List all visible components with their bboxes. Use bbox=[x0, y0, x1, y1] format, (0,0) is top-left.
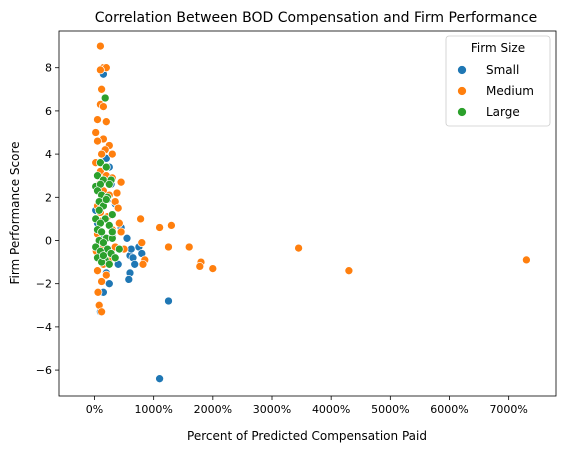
data-point-large bbox=[94, 205, 104, 215]
y-tick-label: 6 bbox=[45, 105, 52, 118]
data-point-medium bbox=[344, 266, 354, 276]
data-point-small bbox=[124, 275, 134, 284]
y-axis: −6 −4 −2 0 2 4 6 8 bbox=[36, 62, 59, 377]
data-point-large bbox=[97, 227, 106, 237]
data-point-medium bbox=[195, 262, 205, 271]
data-point-small bbox=[130, 259, 140, 269]
x-tick-label: 7000% bbox=[489, 403, 527, 416]
legend-title: Firm Size bbox=[471, 41, 525, 55]
data-point-medium bbox=[112, 188, 122, 198]
data-point-medium bbox=[91, 128, 101, 137]
data-point-medium bbox=[164, 242, 173, 252]
data-point-medium bbox=[93, 287, 103, 297]
data-point-large bbox=[110, 253, 120, 263]
data-point-large bbox=[114, 244, 124, 254]
data-point-large bbox=[101, 162, 111, 172]
legend-marker-small bbox=[457, 65, 467, 75]
y-tick-label: −6 bbox=[36, 364, 52, 377]
legend-label-medium: Medium bbox=[486, 84, 534, 98]
y-tick-label: −2 bbox=[36, 278, 52, 291]
legend-label-large: Large bbox=[486, 105, 520, 119]
x-tick-label: 1000% bbox=[134, 403, 172, 416]
y-tick-label: −4 bbox=[36, 321, 52, 334]
data-point-medium bbox=[99, 102, 108, 111]
data-point-medium bbox=[113, 203, 123, 213]
data-point-large bbox=[99, 238, 108, 248]
x-tick-label: 5000% bbox=[371, 403, 409, 416]
data-point-medium bbox=[138, 259, 148, 269]
data-point-large bbox=[101, 195, 111, 204]
y-axis-label: Firm Performance Score bbox=[8, 141, 22, 284]
data-point-medium bbox=[93, 115, 102, 124]
y-tick-label: 2 bbox=[45, 191, 52, 204]
data-point-medium bbox=[101, 117, 111, 127]
x-axis: 0% 1000% 2000% 3000% 4000% 5000% 6000% 7000% bbox=[86, 396, 528, 416]
data-point-large bbox=[99, 251, 108, 260]
data-point-medium bbox=[116, 227, 126, 237]
data-point-small bbox=[164, 296, 173, 306]
axes-frame bbox=[58, 30, 557, 397]
data-point-large bbox=[104, 259, 114, 269]
data-point-medium bbox=[184, 242, 194, 252]
legend-marker-medium bbox=[457, 86, 467, 96]
data-point-large bbox=[107, 210, 117, 219]
data-point-medium bbox=[93, 266, 102, 276]
x-axis-label: Percent of Predicted Compensation Paid bbox=[187, 429, 427, 443]
data-point-large bbox=[93, 171, 102, 181]
data-point-medium bbox=[96, 65, 105, 75]
data-point-small bbox=[122, 233, 132, 243]
legend: Firm Size Small Medium Large bbox=[445, 35, 551, 127]
y-tick-label: 4 bbox=[45, 148, 52, 161]
data-point-small bbox=[104, 279, 114, 289]
data-point-medium bbox=[208, 264, 218, 273]
y-tick-label: 8 bbox=[45, 62, 52, 75]
data-point-medium bbox=[107, 149, 117, 159]
data-point-medium bbox=[97, 307, 106, 317]
data-point-large bbox=[96, 158, 105, 168]
data-point-medium bbox=[101, 270, 111, 280]
data-point-medium bbox=[97, 84, 106, 94]
x-tick-label: 2000% bbox=[194, 403, 232, 416]
data-point-medium bbox=[93, 136, 102, 146]
data-point-large bbox=[104, 179, 114, 189]
data-point-medium bbox=[96, 41, 105, 51]
data-point-medium bbox=[137, 238, 147, 248]
x-tick-label: 4000% bbox=[312, 403, 350, 416]
legend-items: Small Medium Large bbox=[457, 63, 534, 119]
y-tick-label: 0 bbox=[45, 234, 52, 247]
chart-title: Correlation Between BOD Compensation and… bbox=[95, 10, 537, 26]
data-point-medium bbox=[136, 214, 145, 224]
data-point-medium bbox=[114, 218, 124, 228]
data-point-medium bbox=[167, 221, 176, 230]
x-tick-label: 0% bbox=[86, 403, 103, 416]
data-point-medium bbox=[522, 255, 531, 265]
data-point-large bbox=[100, 93, 110, 103]
legend-label-small: Small bbox=[486, 63, 519, 77]
data-point-large bbox=[107, 227, 117, 237]
data-point-small bbox=[155, 374, 164, 384]
legend-box bbox=[445, 35, 551, 127]
data-point-medium bbox=[97, 149, 106, 159]
plot-area bbox=[58, 30, 557, 397]
data-point-medium bbox=[116, 177, 126, 187]
data-point-medium bbox=[294, 243, 303, 253]
x-tick-label: 6000% bbox=[430, 403, 468, 416]
data-point-medium bbox=[155, 223, 164, 232]
points-layer bbox=[91, 41, 531, 384]
x-tick-label: 3000% bbox=[253, 403, 291, 416]
legend-marker-large bbox=[457, 107, 467, 117]
data-point-medium bbox=[97, 277, 106, 286]
